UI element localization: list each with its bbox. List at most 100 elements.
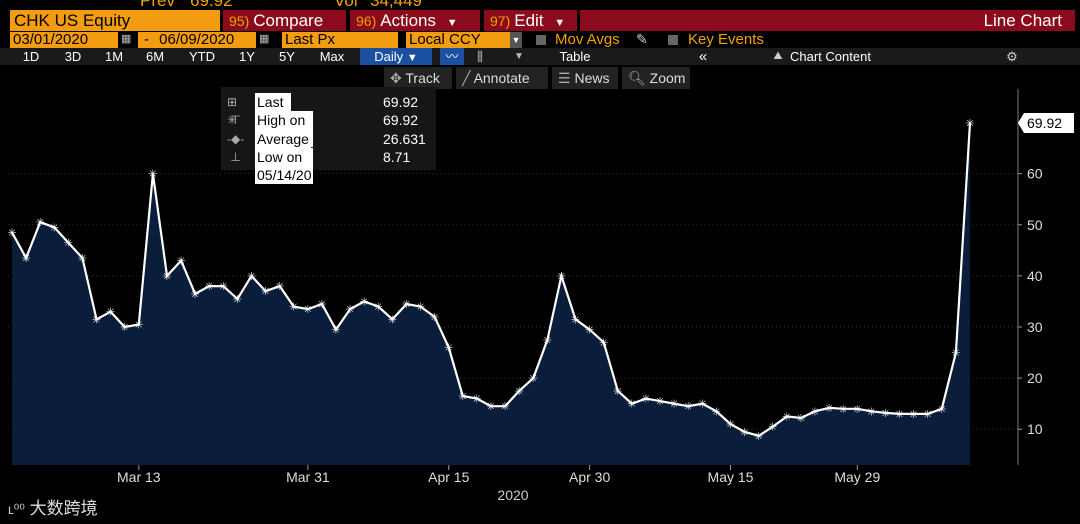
zoom-label: Zoom: [649, 70, 686, 86]
track-button[interactable]: ✥ Track: [384, 67, 452, 89]
data-point: ✳: [867, 405, 876, 418]
currency-dropdown-icon[interactable]: ▼: [510, 32, 522, 48]
periodicity-chevron-icon: ▼: [406, 52, 418, 64]
data-point: ✳: [92, 313, 101, 326]
year-label: 2020: [497, 487, 528, 503]
data-point: ✳: [106, 306, 115, 319]
end-date-field[interactable]: - 06/09/2020: [138, 32, 256, 48]
edit-label: Edit: [514, 11, 544, 30]
chart-type-chevron-icon[interactable]: ▼: [514, 51, 524, 62]
data-point: ✳: [50, 221, 59, 234]
average-icon: -◆-: [227, 132, 245, 146]
data-point: ✳: [923, 408, 932, 421]
compare-button[interactable]: 95) Compare: [223, 10, 346, 31]
data-point: ✳: [895, 408, 904, 421]
chart-title: Line Chart: [983, 11, 1062, 30]
data-point: ✳: [909, 408, 918, 421]
data-point: ✳: [205, 280, 214, 293]
collapse-chevrons-icon[interactable]: «: [698, 48, 708, 65]
actions-label: Actions: [380, 11, 436, 30]
bar-chart-icon[interactable]: ⫼: [477, 49, 483, 64]
price-markers: ✳ ✳ ✳ ✳ ✳ ✳ ✳ ✳ ✳ ✳ ✳ ✳ ✳ ✳ ✳ ✳ ✳ ✳ ✳ ✳ ✳ ✳ ✳ ✳ ✳ ✳ ✳ ✳ ✳ ✳ ✳ ✳ ✳ ✳ ✳ ✳ ✳ ✳ ✳ ✳…: [7, 117, 974, 443]
edit-chevron-icon: ▼: [554, 17, 566, 29]
range-max[interactable]: Max: [319, 49, 345, 64]
annotate-button[interactable]: ╱ Annotate: [456, 67, 548, 89]
range-1m[interactable]: 1M: [104, 49, 124, 64]
data-point: ✳: [684, 400, 693, 413]
data-point: ✳: [289, 301, 298, 314]
data-point: ✳: [500, 400, 509, 413]
prev-value: 69.92: [190, 0, 233, 10]
range-1y[interactable]: 1Y: [239, 49, 255, 64]
data-point: ✳: [529, 372, 538, 385]
data-point: ✳: [599, 336, 608, 349]
last-value-flag: 69.92: [1018, 112, 1074, 133]
x-tick-label: Mar 31: [286, 469, 330, 485]
range-6m[interactable]: 6M: [145, 49, 165, 64]
data-point: ✳: [486, 400, 495, 413]
start-date-field[interactable]: 03/01/2020: [10, 32, 118, 48]
pencil-icon[interactable]: ✎: [636, 31, 648, 47]
last-value-label: 69.92: [1027, 115, 1062, 131]
y-tick-label: 50: [1027, 217, 1043, 233]
chart-content-button[interactable]: Chart Content: [790, 49, 871, 64]
start-calendar-icon[interactable]: ▦: [121, 33, 132, 45]
data-point: ✳: [444, 341, 453, 354]
table-button[interactable]: Table: [559, 49, 591, 64]
price-field-select[interactable]: Last Px: [282, 32, 398, 48]
data-point: ✳: [472, 393, 481, 406]
y-tick-label: 10: [1027, 421, 1043, 437]
news-button[interactable]: ☰ News: [552, 67, 618, 89]
high-icon: ⊤: [227, 113, 241, 127]
zoom-icon: 🔍︎: [628, 70, 646, 86]
data-point: ✳: [937, 403, 946, 416]
data-point: ✳: [78, 252, 87, 265]
data-point: ✳: [388, 313, 397, 326]
data-point: ✳: [585, 324, 594, 337]
data-point: ✳: [726, 418, 735, 431]
range-5y[interactable]: 5Y: [279, 49, 295, 64]
data-point: ✳: [176, 255, 185, 268]
periodicity-select[interactable]: Daily ▼: [360, 48, 432, 65]
logo-icon: ʟ⁰⁰: [8, 501, 25, 517]
end-calendar-icon[interactable]: ▦: [259, 33, 270, 45]
title-bar: [580, 10, 1075, 31]
data-point: ✳: [331, 324, 340, 337]
x-tick-label: Mar 13: [117, 469, 161, 485]
actions-chevron-icon: ▼: [446, 17, 458, 29]
data-point: ✳: [557, 270, 566, 283]
watermark-logo: ʟ⁰⁰ 大数跨境: [8, 494, 98, 519]
average-value: 26.631: [383, 131, 426, 147]
actions-button[interactable]: 96) Actions ▼: [350, 10, 480, 31]
data-point: ✳: [655, 395, 664, 408]
zoom-button[interactable]: 🔍︎ Zoom: [622, 67, 690, 89]
mov-avgs-checkbox[interactable]: [536, 35, 546, 45]
line-chart-icon[interactable]: 〰: [440, 48, 464, 65]
price-chart[interactable]: ✳ ✳ ✳ ✳ ✳ ✳ ✳ ✳ ✳ ✳ ✳ ✳ ✳ ✳ ✳ ✳ ✳ ✳ ✳ ✳ ✳ ✳ ✳ ✳ ✳ ✳ ✳ ✳ ✳ ✳ ✳ ✳ ✳ ✳ ✳ ✳ ✳ ✳ ✳ ✳…: [0, 89, 1080, 524]
data-point: ✳: [162, 270, 171, 283]
price-area: [12, 123, 970, 465]
end-date-value: 06/09/2020: [159, 31, 235, 48]
key-events-checkbox[interactable]: [668, 35, 678, 45]
ticker-field[interactable]: CHK US Equity: [10, 10, 220, 31]
currency-select[interactable]: Local CCY: [406, 32, 510, 48]
data-point: ✳: [458, 390, 467, 403]
settings-gear-icon[interactable]: ⚙: [1006, 49, 1018, 64]
data-point: ✳: [360, 295, 369, 308]
mov-avgs-label: Mov Avgs: [555, 31, 620, 48]
data-point: ✳: [754, 430, 763, 443]
x-tick-label: May 15: [708, 469, 754, 485]
data-point: ✳: [740, 426, 749, 439]
data-point: ✳: [881, 407, 890, 420]
chart-content-icon: ⛰: [773, 50, 783, 62]
range-3d[interactable]: 3D: [64, 49, 82, 64]
data-point: ✳: [233, 293, 242, 306]
edit-button[interactable]: 97) Edit ▼: [484, 10, 577, 31]
range-ytd[interactable]: YTD: [189, 49, 215, 64]
high-value: 69.92: [383, 112, 419, 128]
annotate-label: Annotate: [473, 70, 530, 86]
data-point: ✳: [768, 421, 777, 434]
range-1d[interactable]: 1D: [22, 49, 40, 64]
data-point: ✳: [712, 405, 721, 418]
x-tick-label: Apr 30: [569, 469, 610, 485]
